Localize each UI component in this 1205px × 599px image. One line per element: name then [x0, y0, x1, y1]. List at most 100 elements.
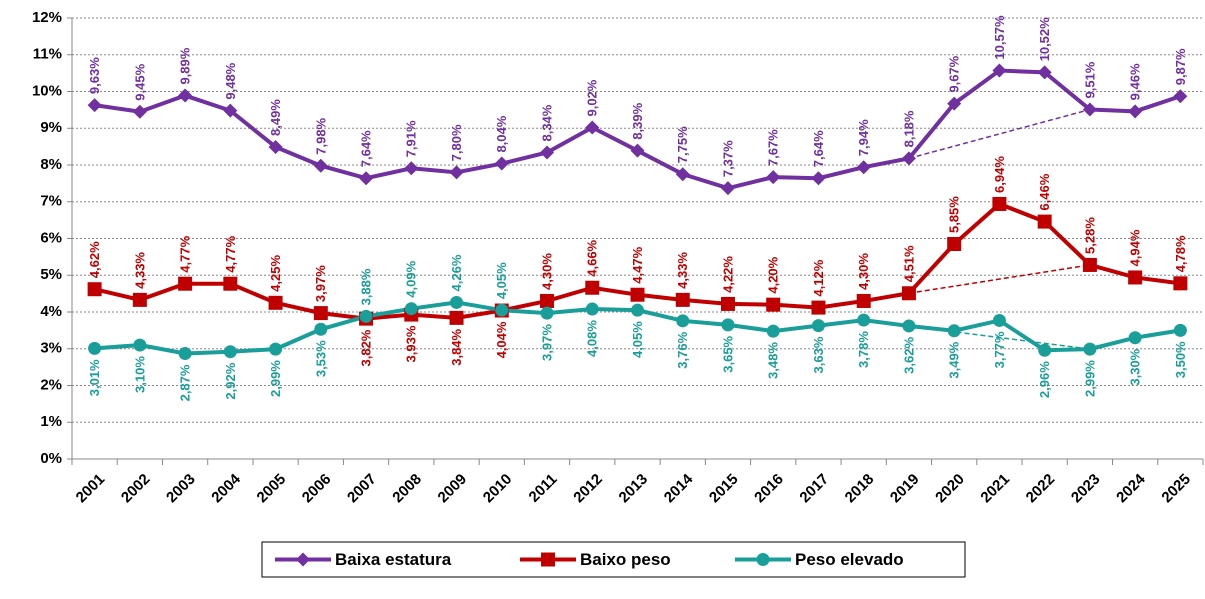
data-label: 4,77%: [178, 235, 193, 272]
data-label: 9,51%: [1082, 61, 1097, 98]
x-tick-label: 2010: [480, 471, 516, 507]
y-tick-label: 0%: [40, 450, 62, 467]
marker: [1173, 323, 1187, 337]
marker: [313, 306, 328, 321]
marker: [585, 302, 599, 316]
data-label: 7,67%: [766, 129, 781, 166]
marker: [947, 237, 962, 252]
legend-box: [261, 541, 966, 578]
marker: [88, 341, 102, 355]
marker: [675, 167, 690, 182]
legend-label: Peso elevado: [795, 550, 904, 569]
marker: [449, 310, 464, 325]
data-label: 6,46%: [1037, 173, 1052, 210]
data-label: 9,02%: [585, 79, 600, 116]
marker: [720, 296, 735, 311]
marker: [269, 342, 283, 356]
x-tick-label: 2002: [118, 471, 154, 507]
data-label: 4,25%: [268, 255, 283, 292]
data-label: 4,12%: [811, 259, 826, 296]
data-label: 3,65%: [720, 335, 735, 372]
data-label: 4,30%: [856, 253, 871, 290]
y-tick-label: 6%: [40, 229, 62, 246]
marker: [494, 156, 509, 171]
data-label: 7,94%: [856, 119, 871, 156]
data-label: 8,39%: [630, 102, 645, 139]
marker: [585, 120, 600, 135]
marker: [1128, 331, 1142, 345]
data-label: 4,08%: [585, 320, 600, 357]
data-label: 6,94%: [992, 156, 1007, 193]
data-label: 5,85%: [947, 196, 962, 233]
trend-line: [908, 108, 1091, 160]
y-tick-label: 3%: [40, 340, 62, 357]
marker: [540, 293, 555, 308]
data-label: 4,26%: [449, 254, 464, 291]
data-label: 9,89%: [178, 47, 193, 84]
marker: [404, 302, 418, 316]
marker: [856, 293, 871, 308]
y-tick-label: 1%: [40, 413, 62, 430]
x-tick-label: 2024: [1113, 470, 1149, 506]
y-tick-label: 8%: [40, 156, 62, 173]
marker: [992, 196, 1007, 211]
x-tick-label: 2006: [299, 471, 335, 507]
data-label: 4,78%: [1173, 235, 1188, 272]
data-label: 3,76%: [675, 331, 690, 368]
x-tick-label: 2023: [1068, 471, 1104, 507]
data-label: 9,87%: [1173, 48, 1188, 85]
x-tick-label: 2011: [526, 471, 561, 506]
data-label: 7,64%: [811, 130, 826, 167]
y-tick-label: 9%: [40, 119, 62, 136]
marker: [766, 297, 781, 312]
marker: [676, 314, 690, 328]
marker: [178, 347, 192, 361]
data-label: 7,91%: [404, 120, 419, 157]
x-tick-label: 2014: [661, 470, 697, 506]
marker: [1082, 102, 1097, 117]
data-label: 4,51%: [901, 245, 916, 282]
y-tick-label: 5%: [40, 266, 62, 283]
data-label: 7,98%: [313, 117, 328, 154]
x-tick-label: 2003: [163, 471, 199, 507]
x-tick-label: 2025: [1158, 471, 1194, 507]
data-label: 4,94%: [1128, 229, 1143, 266]
x-tick-label: 2004: [208, 470, 244, 506]
data-label: 7,64%: [358, 130, 373, 167]
data-label: 3,30%: [1128, 348, 1143, 385]
data-label: 4,09%: [404, 260, 419, 297]
data-label: 9,48%: [223, 62, 238, 99]
legend-label: Baixo peso: [580, 550, 671, 569]
marker: [1082, 257, 1097, 272]
data-label: 3,88%: [358, 268, 373, 305]
data-label: 4,47%: [630, 246, 645, 283]
marker: [178, 88, 193, 103]
marker: [756, 553, 770, 566]
data-label: 4,33%: [675, 252, 690, 289]
data-label: 3,93%: [404, 325, 419, 362]
x-tick-label: 2016: [751, 471, 787, 507]
data-label: 3,01%: [87, 359, 102, 396]
x-tick-label: 2019: [887, 471, 923, 507]
x-tick-label: 2007: [344, 471, 380, 507]
data-label: 3,62%: [901, 337, 916, 374]
data-label: 4,20%: [766, 256, 781, 293]
data-label: 4,33%: [132, 252, 147, 289]
x-tick-label: 2005: [254, 471, 290, 507]
marker: [296, 552, 310, 567]
data-label: 3,84%: [449, 328, 464, 365]
marker: [223, 276, 238, 291]
data-label: 3,77%: [992, 331, 1007, 368]
data-label: 3,78%: [856, 331, 871, 368]
marker: [87, 98, 102, 113]
data-label: 3,48%: [766, 342, 781, 379]
marker: [314, 322, 328, 336]
marker: [901, 151, 916, 166]
trend-line: [908, 325, 1090, 350]
data-label: 3,50%: [1173, 341, 1188, 378]
data-label: 4,04%: [494, 321, 509, 358]
marker: [811, 319, 825, 333]
y-tick-label: 10%: [32, 82, 62, 99]
marker: [766, 170, 781, 185]
